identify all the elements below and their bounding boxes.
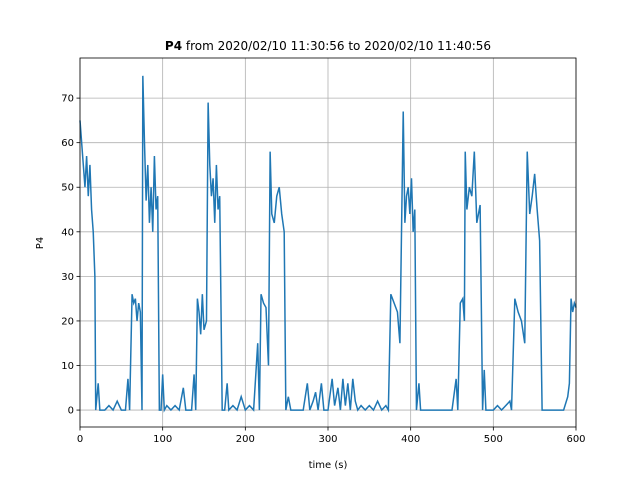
y-tick-label: 30: [61, 272, 74, 283]
x-tick-label: 0: [77, 434, 83, 445]
x-tick-label: 300: [318, 434, 337, 445]
x-tick-label: 200: [236, 434, 255, 445]
data-line: [79, 75, 577, 413]
y-tick-label: 20: [61, 316, 74, 327]
x-axis-label: time (s): [309, 460, 348, 471]
y-tick-label: 70: [61, 94, 74, 105]
y-tick-label: 40: [61, 227, 74, 238]
x-tick-label: 600: [566, 434, 585, 445]
x-tick-label: 500: [484, 434, 503, 445]
title-bold: P4: [165, 39, 182, 53]
plot-frame: [79, 57, 577, 428]
x-tick-label: 400: [401, 434, 420, 445]
x-tick-label: 100: [153, 434, 172, 445]
y-tick-label: 0: [68, 406, 74, 417]
y-tick-label: 60: [61, 138, 74, 149]
chart-title: P4 from 2020/02/10 11:30:56 to 2020/02/1…: [165, 39, 491, 53]
y-tick-label: 10: [61, 361, 74, 372]
title-rest: from 2020/02/10 11:30:56 to 2020/02/10 1…: [186, 39, 491, 53]
y-tick-label: 50: [61, 183, 74, 194]
y-axis-label: P4: [35, 237, 46, 249]
